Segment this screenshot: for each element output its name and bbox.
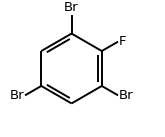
Text: Br: Br — [10, 89, 24, 102]
Text: Br: Br — [119, 89, 133, 102]
Text: F: F — [119, 35, 126, 48]
Text: Br: Br — [64, 1, 79, 14]
